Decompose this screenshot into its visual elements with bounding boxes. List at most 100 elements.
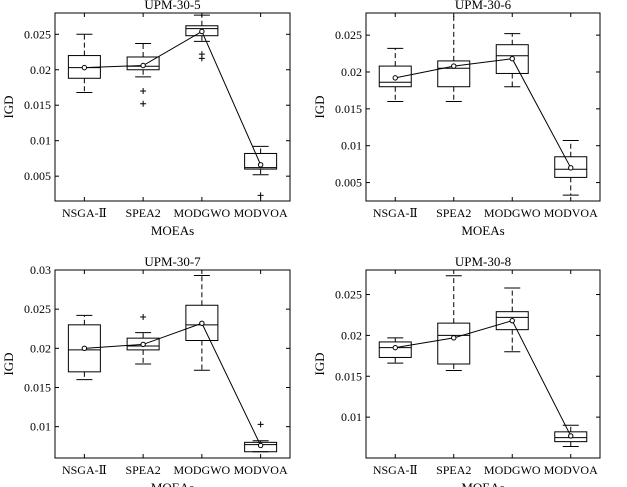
- y-tick-label: 0.025: [24, 302, 51, 316]
- outlier-marker: [140, 100, 147, 107]
- chart-panel-4: UPM-30-8 IGD MOEAs 0.01 0.015 0.02 0.025 NSGA-Ⅱ…: [312, 254, 601, 487]
- y-tick-label: 0.01: [341, 410, 362, 424]
- x-tick-label: NSGA-Ⅱ: [62, 206, 107, 220]
- x-tick-label: MODVOA: [234, 206, 288, 220]
- mean-marker: [451, 63, 457, 69]
- x-tick-label: SPEA2: [125, 206, 160, 220]
- y-tick-label: 0.015: [335, 102, 362, 116]
- x-axis-label: MOEAs: [461, 223, 504, 238]
- x-axis-label: MOEAs: [151, 480, 194, 487]
- outlier-marker: [198, 55, 205, 62]
- mean-marker: [140, 62, 146, 69]
- outlier-marker: [257, 421, 264, 428]
- y-tick-label: 0.03: [30, 263, 51, 277]
- mean-marker: [257, 442, 264, 449]
- mean-line: [84, 322, 262, 446]
- mean-marker: [509, 317, 515, 324]
- box-spea2: [126, 314, 160, 365]
- mean-marker: [509, 56, 515, 62]
- box-iqr: [378, 65, 412, 88]
- y-axis-label: IGD: [1, 95, 16, 118]
- plot-frame: [54, 269, 291, 459]
- mean-marker: [199, 320, 205, 326]
- box-iqr: [495, 44, 529, 74]
- y-tick-label: 0.01: [341, 139, 362, 153]
- y-tick-label: 0.015: [24, 98, 51, 112]
- box-iqr: [495, 311, 529, 331]
- plot-frame: [365, 12, 601, 202]
- x-tick-label: MODVOA: [544, 463, 598, 477]
- chart-title: UPM-30-7: [144, 254, 201, 269]
- outlier-marker: [140, 314, 147, 320]
- mean-marker: [392, 75, 398, 81]
- y-axis-label: IGD: [312, 352, 327, 375]
- x-tick-label: MODGWO: [484, 463, 541, 477]
- y-tick-label: 0.02: [30, 63, 51, 77]
- box-modvoa: [554, 424, 588, 448]
- y-tick-label: 0.005: [24, 169, 51, 183]
- y-tick-label: 0.005: [335, 176, 362, 190]
- chart-title: UPM-30-8: [455, 254, 511, 269]
- box-iqr: [244, 441, 278, 453]
- box-iqr: [126, 337, 160, 351]
- mean-line: [395, 58, 572, 169]
- box-modvoa: [244, 145, 278, 199]
- box-nsga: [67, 33, 101, 93]
- mean-marker: [257, 162, 264, 168]
- box-iqr: [437, 60, 471, 88]
- box-iqr: [67, 324, 101, 373]
- outlier-marker: [140, 88, 147, 95]
- chart-title: UPM-30-6: [455, 0, 512, 12]
- x-axis-label: MOEAs: [461, 480, 504, 487]
- y-tick-label: 0.02: [341, 328, 362, 342]
- box-nsga: [378, 337, 412, 364]
- x-tick-label: MODVOA: [234, 463, 288, 477]
- mean-marker: [199, 28, 205, 35]
- x-tick-label: NSGA-Ⅱ: [373, 206, 418, 220]
- box-spea2: [437, 275, 471, 372]
- mean-line: [84, 30, 262, 166]
- box-modgwo: [495, 287, 529, 353]
- mean-marker: [392, 344, 398, 351]
- chart-panel-2: UPM-30-6 IGD MOEAs 0.005 0.01 0.015 0.02 0.025 N…: [312, 0, 601, 238]
- box-spea2: [126, 43, 160, 107]
- box-modgwo: [185, 14, 219, 62]
- box-iqr: [437, 322, 471, 365]
- box-iqr: [244, 152, 278, 170]
- box-modgwo: [185, 274, 219, 371]
- y-tick-label: 0.015: [24, 381, 51, 395]
- x-tick-label: SPEA2: [436, 463, 471, 477]
- y-tick-label: 0.02: [30, 341, 51, 355]
- x-tick-label: NSGA-Ⅱ: [373, 463, 418, 477]
- x-tick-label: SPEA2: [125, 463, 160, 477]
- y-axis-label: IGD: [312, 95, 327, 118]
- chart-panel-1: UPM-30-5 IGD MOEAs 0.005 0.01 0.015 0.02 0.025 N…: [1, 0, 291, 238]
- box-iqr: [185, 25, 219, 37]
- y-tick-label: 0.01: [30, 420, 51, 434]
- mean-marker: [140, 341, 146, 348]
- box-nsga: [378, 47, 412, 102]
- box-modgwo: [495, 33, 529, 88]
- mean-line: [395, 320, 572, 437]
- box-iqr: [554, 431, 588, 443]
- y-tick-label: 0.01: [30, 134, 51, 148]
- mean-marker: [81, 64, 88, 71]
- box-spea2: [437, 12, 471, 102]
- y-tick-label: 0.025: [335, 288, 362, 302]
- y-tick-label: 0.015: [335, 369, 362, 383]
- x-tick-label: MODVOA: [544, 206, 598, 220]
- box-iqr: [185, 304, 219, 341]
- y-tick-label: 0.02: [341, 65, 362, 79]
- y-tick-label: 0.025: [24, 27, 51, 41]
- mean-marker: [568, 433, 574, 439]
- box-iqr: [126, 56, 160, 71]
- mean-marker: [568, 165, 574, 171]
- y-tick-label: 0.025: [335, 28, 362, 42]
- chart-title: UPM-30-5: [144, 0, 200, 12]
- y-axis-label: IGD: [1, 352, 16, 375]
- mean-marker: [451, 335, 457, 341]
- plot-frame: [365, 269, 601, 459]
- plot-frame: [54, 12, 291, 202]
- outlier-marker: [257, 192, 264, 199]
